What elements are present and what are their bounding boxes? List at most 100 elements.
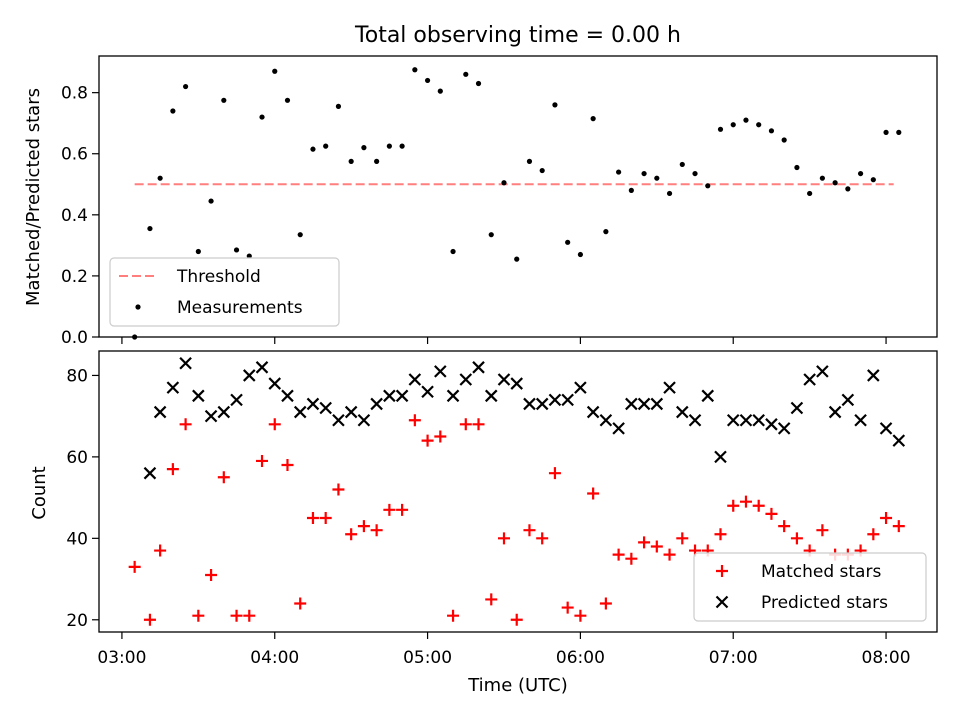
predicted-star-point (777, 422, 791, 435)
measurement-point (437, 88, 443, 94)
legend-label: Measurements (177, 298, 303, 318)
predicted-star-point (497, 373, 511, 386)
predicted-star-point (650, 397, 664, 411)
measurement-point (717, 126, 724, 132)
measurement-point (272, 68, 278, 74)
matched-star-point (625, 552, 638, 565)
predicted-star-point (765, 418, 778, 431)
measurement-point (195, 248, 201, 255)
bottom-x-tick-label: 05:00 (403, 648, 452, 668)
measurement-point (284, 97, 291, 103)
measurement-point (756, 122, 762, 128)
matched-star-point (548, 467, 561, 480)
measurement-point (501, 180, 507, 186)
predicted-star-point (319, 401, 332, 415)
measurement-point (870, 177, 876, 183)
predicted-star-point (293, 405, 307, 419)
measurement-point (157, 175, 163, 181)
measurement-point (323, 143, 329, 149)
bottom-x-tick-label: 08:00 (862, 648, 911, 668)
bottom-legend-box (693, 552, 927, 622)
predicted-star-point (459, 373, 473, 386)
predicted-star-point (408, 373, 422, 386)
matched-star-point (650, 540, 663, 553)
matched-star-point (587, 487, 600, 500)
matched-star-point (447, 609, 460, 622)
matched-star-point (230, 609, 243, 622)
measurement-point (641, 170, 647, 177)
top-legend: Threshold Measurements (109, 257, 340, 327)
measurement-point (819, 175, 825, 181)
matched-star-point (765, 507, 778, 520)
predicted-star-point (701, 389, 715, 403)
predicted-star-point (446, 389, 460, 403)
legend-label: Threshold (176, 267, 261, 287)
predicted-star-point (637, 397, 651, 411)
matched-star-point (243, 609, 256, 622)
matched-star-point (319, 511, 332, 524)
matched-star-point (497, 532, 510, 545)
measurement-point (208, 198, 214, 204)
measurement-point (488, 232, 494, 238)
measurement-point (603, 229, 609, 235)
predicted-star-point (714, 450, 727, 464)
legend-predicted-swatch (715, 595, 729, 609)
matched-star-point (332, 483, 345, 496)
predicted-star-point (523, 397, 536, 411)
measurement-point (807, 190, 813, 197)
predicted-star-point (306, 397, 320, 411)
predicted-star-point (790, 401, 804, 415)
measurement-point (679, 161, 685, 168)
predicted-star-point (739, 413, 753, 427)
measurement-point (781, 137, 787, 143)
bottom-legend: Matched stars Predicted stars (693, 552, 927, 622)
measurement-point (361, 145, 367, 151)
predicted-star-point (434, 365, 447, 378)
matched-star-point (434, 430, 447, 443)
measurement-point (692, 170, 698, 177)
measurement-point (450, 248, 456, 255)
measurement-point (896, 129, 902, 135)
measurement-point (832, 180, 838, 186)
matched-star-point (421, 434, 434, 447)
measurement-point (386, 143, 392, 149)
matched-star-point (510, 613, 523, 626)
matched-star-point (714, 528, 727, 541)
matched-star-point (663, 548, 676, 561)
predicted-star-point (879, 422, 893, 435)
matched-star-point (370, 524, 383, 537)
legend-matched-swatch (716, 565, 728, 577)
predicted-star-point (370, 397, 383, 411)
matched-star-point (154, 544, 167, 557)
measurement-point (590, 116, 596, 122)
matched-star-point (739, 495, 752, 508)
bottom-y-tick-label: 20 (66, 611, 88, 631)
top-y-tick-label: 0.0 (61, 328, 88, 348)
predicted-star-point (548, 393, 562, 407)
matched-star-point (727, 499, 740, 512)
predicted-star-point (383, 389, 396, 403)
predicted-star-point (574, 381, 587, 394)
measurement-point (845, 186, 851, 192)
matched-star-point (778, 520, 791, 533)
matched-star-point (217, 471, 230, 484)
matched-star-point (472, 418, 485, 431)
matched-star-point (143, 613, 156, 626)
predicted-star-point (867, 369, 880, 382)
legend-measurements-swatch (135, 304, 141, 310)
legend-label: Predicted stars (761, 593, 888, 613)
matched-star-point (294, 597, 307, 610)
predicted-star-point (828, 405, 842, 419)
predicted-star-point (484, 389, 498, 403)
measurement-point (310, 146, 316, 152)
bottom-y-tick-label: 40 (66, 529, 88, 549)
matched-star-point (128, 560, 141, 573)
predicted-star-point (892, 434, 906, 447)
measurement-point (743, 117, 749, 123)
predicted-star-point (752, 413, 765, 427)
matched-star-point (179, 418, 192, 431)
predicted-star-point (344, 405, 358, 419)
predicted-star-point (841, 393, 855, 407)
predicted-star-point (268, 377, 282, 390)
